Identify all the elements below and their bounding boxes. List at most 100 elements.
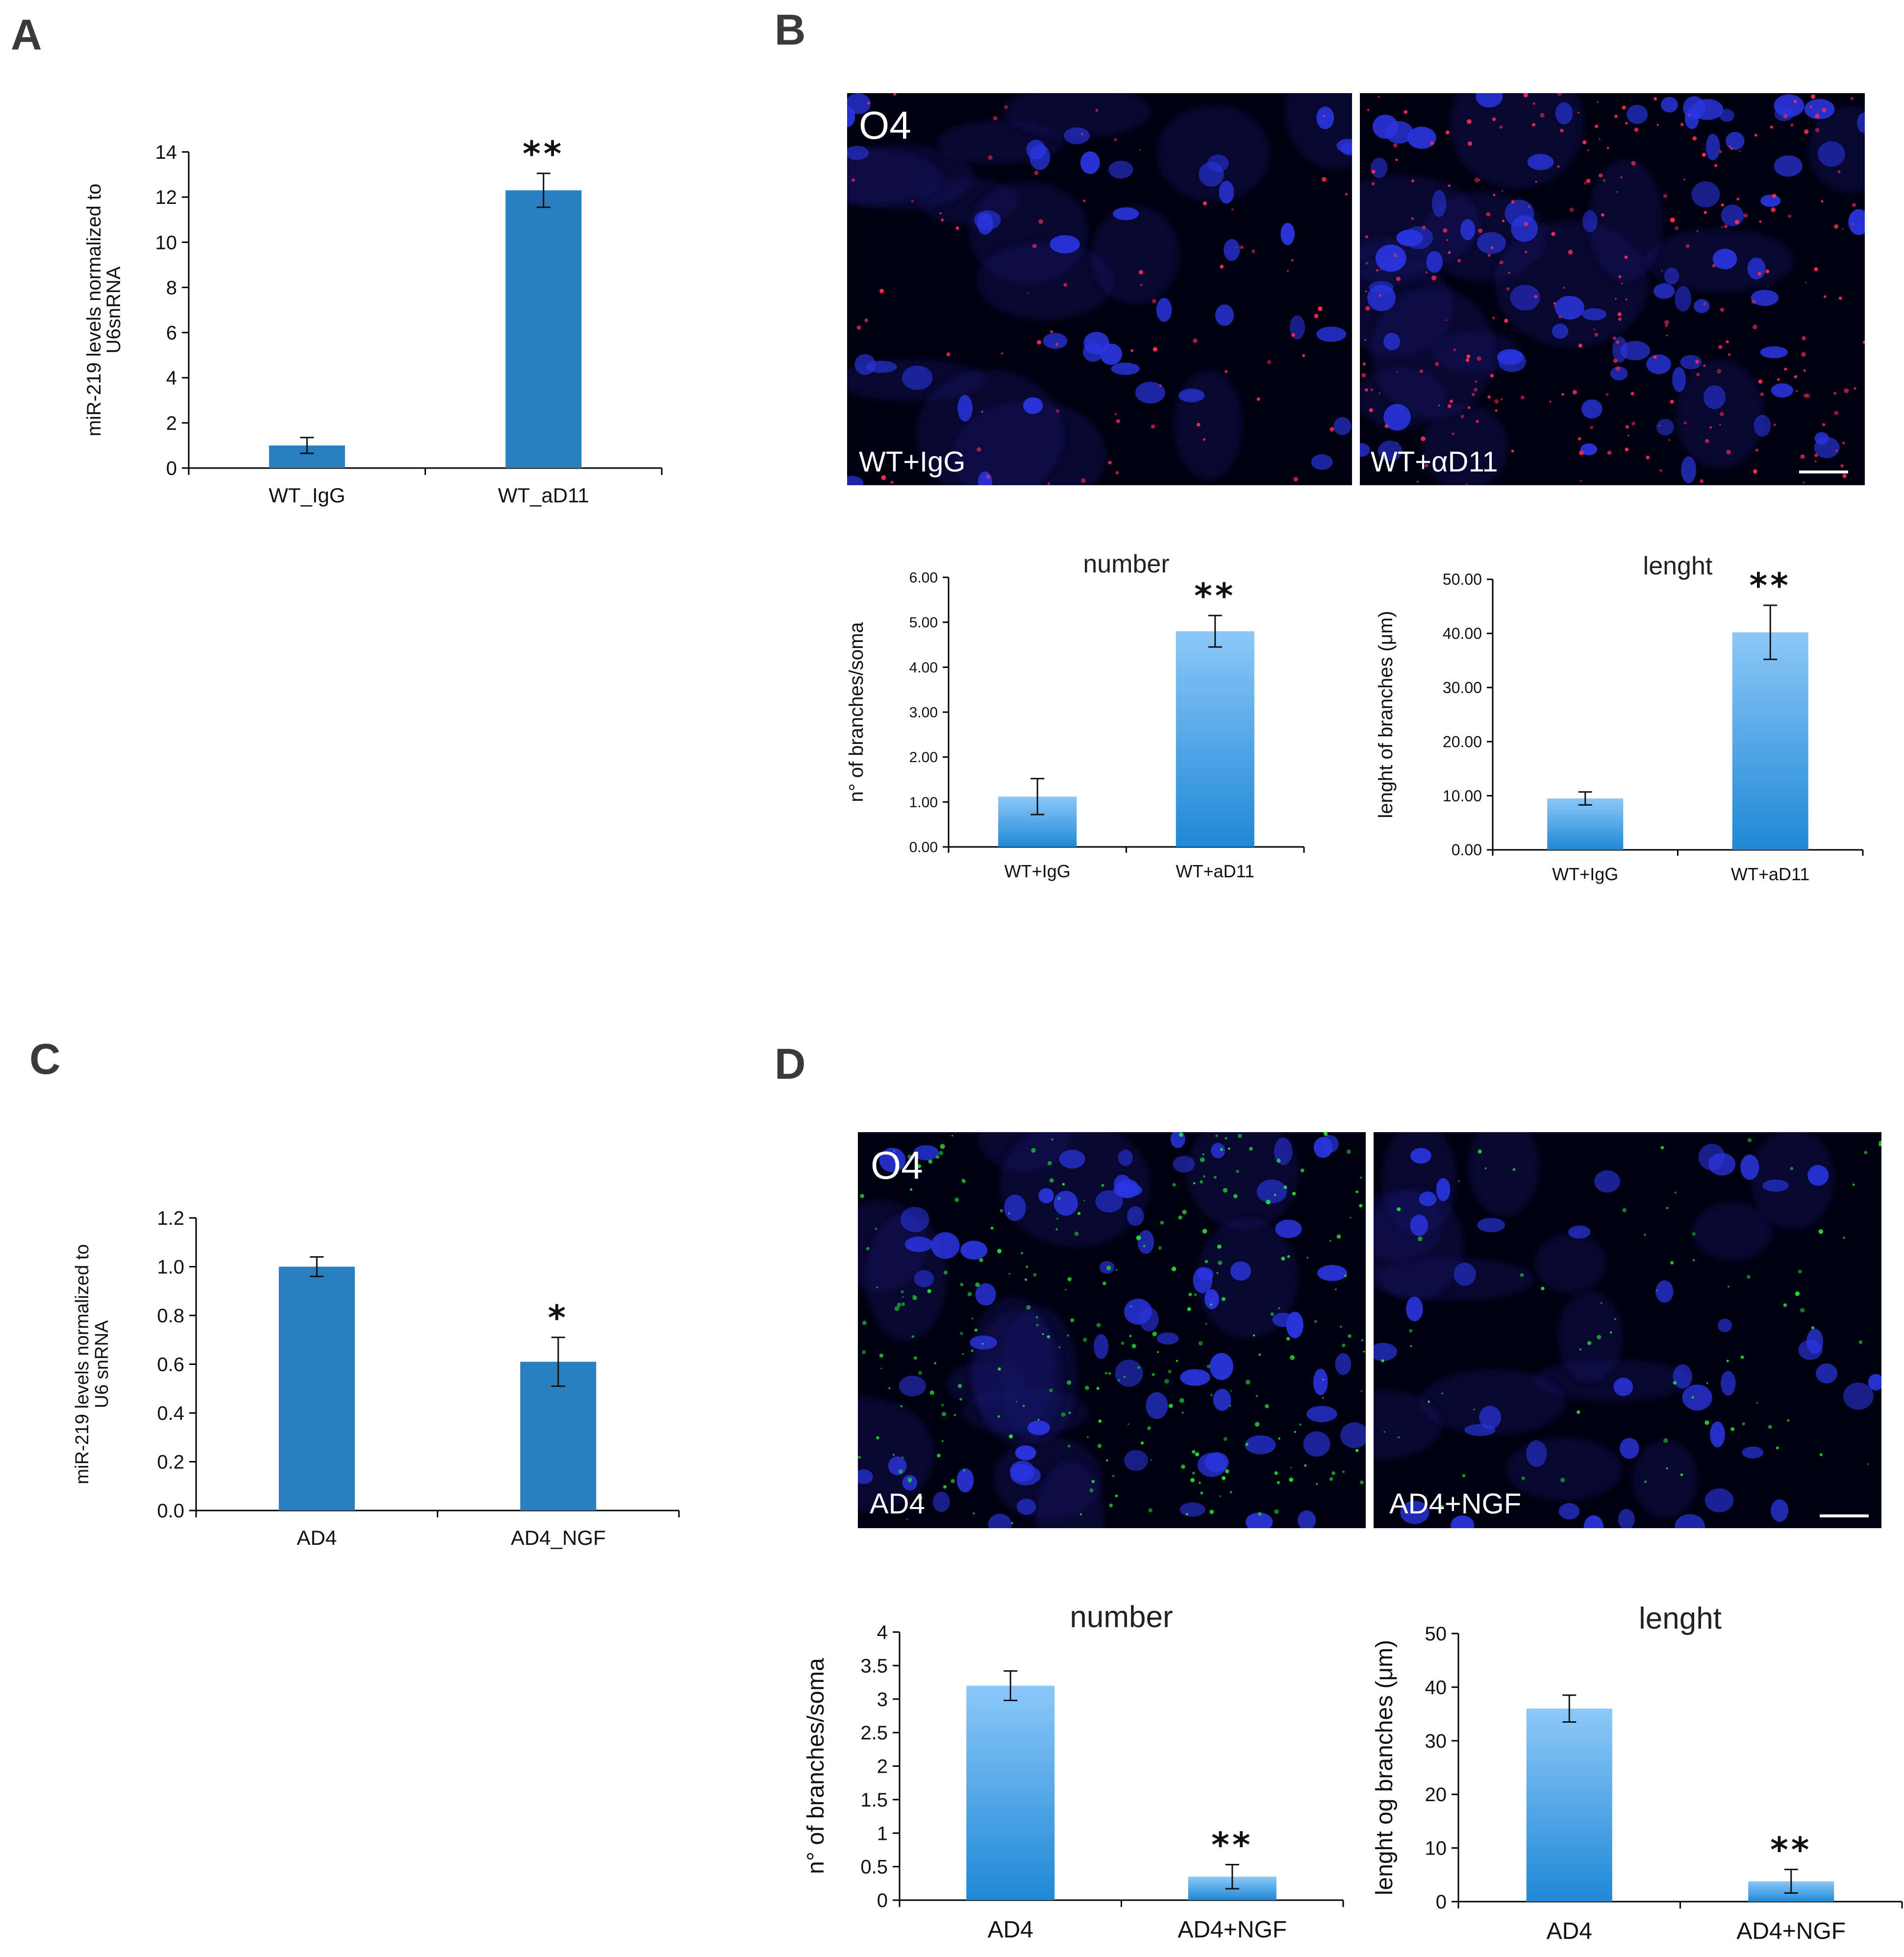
bar-WT+IgG — [1547, 798, 1624, 850]
fluorescent-puncta — [1811, 1326, 1814, 1330]
fluorescent-puncta — [1274, 1509, 1279, 1514]
fluorescent-puncta — [1534, 295, 1538, 298]
fluorescent-puncta — [1011, 1522, 1013, 1524]
fluorescent-puncta — [1549, 400, 1552, 402]
fluorescent-puncta — [1615, 297, 1617, 300]
fluorescent-puncta — [1460, 415, 1464, 419]
scale-bar — [1799, 471, 1848, 473]
fluorescent-puncta — [1487, 253, 1491, 257]
nucleus — [1709, 1421, 1725, 1448]
fluorescent-puncta — [1058, 1346, 1061, 1348]
nucleus — [1026, 140, 1046, 160]
fluorescent-puncta — [971, 1349, 974, 1352]
fluorescent-puncta — [1365, 235, 1369, 239]
x-tick-label: AD4_NGF — [511, 1526, 606, 1549]
y-tick-label: 1.5 — [860, 1789, 888, 1811]
fluorescent-puncta — [1680, 1473, 1683, 1476]
fluorescent-puncta — [990, 1226, 994, 1230]
fluorescent-puncta — [1355, 1449, 1359, 1452]
y-tick-label: 40.00 — [1443, 625, 1482, 643]
y-axis-label: lenght of branches (μm) — [1375, 611, 1397, 818]
nucleus — [1664, 268, 1679, 285]
nucleus — [1197, 1267, 1214, 1281]
fluorescent-puncta — [1783, 114, 1788, 119]
fluorescent-puncta — [1468, 406, 1471, 409]
fluorescent-puncta — [1683, 178, 1686, 181]
fluorescent-puncta — [1403, 110, 1408, 114]
fluorescent-puncta — [1187, 1307, 1191, 1312]
fluorescent-puncta — [1867, 1463, 1869, 1465]
nucleus — [933, 1491, 950, 1512]
nucleus — [1333, 417, 1352, 435]
nucleus — [1179, 1502, 1205, 1517]
nucleus — [1477, 232, 1506, 254]
fluorescent-puncta — [1810, 94, 1816, 99]
fluorescent-puncta — [1692, 136, 1697, 141]
fluorescent-puncta — [1726, 340, 1729, 344]
fluorescent-puncta — [1824, 295, 1827, 298]
fluorescent-puncta — [1755, 448, 1759, 452]
fluorescent-puncta — [1712, 264, 1716, 268]
nucleus — [1771, 383, 1794, 398]
fluorescent-puncta — [1622, 105, 1626, 110]
fluorescent-puncta — [1157, 1351, 1159, 1353]
fluorescent-puncta — [1095, 109, 1099, 112]
y-tick-label: 10 — [155, 232, 177, 253]
fluorescent-puncta — [1504, 319, 1508, 323]
nucleus — [1760, 346, 1788, 359]
fluorescent-puncta — [1274, 1193, 1277, 1196]
fluorescent-puncta — [1098, 1419, 1102, 1423]
fluorescent-puncta — [1506, 287, 1510, 291]
fluorescent-puncta — [1822, 423, 1826, 426]
fluorescent-puncta — [957, 1384, 962, 1388]
fluorescent-puncta — [1033, 1273, 1037, 1277]
x-tick-label: WT_IgG — [269, 484, 345, 507]
nucleus — [1460, 219, 1476, 241]
nucleus — [1582, 308, 1606, 321]
nucleus — [988, 1513, 1012, 1528]
y-tick-label: 20.00 — [1443, 733, 1482, 750]
nucleus — [1303, 1431, 1330, 1457]
fluorescent-puncta — [1218, 1260, 1223, 1265]
fluorescent-puncta — [880, 1367, 882, 1369]
fluorescent-puncta — [1614, 114, 1618, 118]
fluorescent-puncta — [1794, 375, 1798, 378]
y-tick-label: 8 — [166, 277, 177, 298]
fluorescent-puncta — [1578, 344, 1582, 348]
nucleus — [1050, 235, 1080, 254]
nucleus — [1804, 99, 1835, 120]
fluorescent-puncta — [906, 1518, 908, 1520]
fluorescent-puncta — [1663, 194, 1668, 198]
fluorescent-puncta — [1032, 244, 1037, 248]
nucleus — [957, 395, 973, 422]
nucleus — [1760, 195, 1781, 207]
fluorescent-puncta — [1395, 158, 1398, 161]
fluorescent-puncta — [1190, 1478, 1195, 1483]
micrograph-condition-label: WT+IgG — [859, 446, 966, 478]
fluorescent-puncta — [917, 1164, 922, 1168]
fluorescent-puncta — [1784, 368, 1787, 371]
fluorescent-puncta — [1477, 356, 1482, 361]
fluorescent-puncta — [1705, 439, 1709, 444]
nucleus — [1476, 93, 1503, 108]
fluorescent-puncta — [1077, 1212, 1081, 1215]
fluorescent-puncta — [1814, 453, 1818, 457]
fluorescent-puncta — [1102, 1281, 1106, 1286]
fluorescent-puncta — [1852, 1183, 1855, 1186]
fluorescent-puncta — [1787, 1419, 1790, 1422]
fluorescent-puncta — [941, 1412, 947, 1416]
fluorescent-puncta — [1465, 358, 1470, 362]
nucleus — [1653, 283, 1675, 299]
fluorescent-puncta — [1108, 461, 1112, 465]
fluorescent-puncta — [1532, 102, 1535, 105]
fluorescent-puncta — [1624, 255, 1628, 259]
micrograph-b-wt-igg: O4 WT+IgG — [847, 93, 1352, 485]
fluorescent-puncta — [1210, 1303, 1213, 1306]
fluorescent-puncta — [1159, 384, 1162, 387]
fluorescent-puncta — [1198, 1482, 1201, 1484]
fluorescent-puncta — [1150, 1459, 1152, 1461]
y-tick-label: 2.00 — [909, 749, 938, 766]
y-axis-label: n° of branches/soma — [846, 622, 867, 802]
fluorescent-puncta — [1152, 1373, 1155, 1376]
fluorescent-puncta — [1378, 392, 1381, 395]
